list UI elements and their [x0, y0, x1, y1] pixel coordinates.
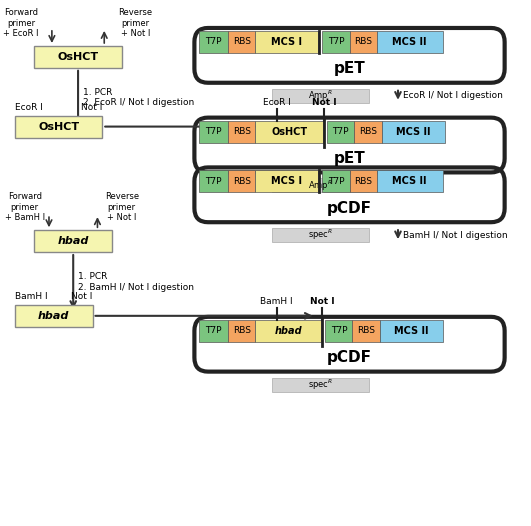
Text: T7P: T7P: [205, 127, 222, 136]
Bar: [15, 305, 92, 327]
Text: RBS: RBS: [233, 326, 251, 335]
Bar: [255, 170, 319, 193]
Bar: [255, 31, 319, 53]
Bar: [327, 120, 354, 143]
Text: T7P: T7P: [205, 326, 222, 335]
Text: Amp$^R$: Amp$^R$: [308, 178, 333, 193]
Bar: [255, 320, 321, 342]
Bar: [381, 120, 444, 143]
Text: RBS: RBS: [233, 177, 251, 186]
Text: MCS II: MCS II: [392, 176, 427, 186]
Bar: [228, 31, 255, 53]
Text: RBS: RBS: [354, 177, 372, 186]
Text: EcoR I/ Not I digestion: EcoR I/ Not I digestion: [403, 91, 503, 100]
Text: 1. PCR
2. BamH I/ Not I digestion: 1. PCR 2. BamH I/ Not I digestion: [78, 272, 194, 292]
Text: T7P: T7P: [205, 37, 222, 46]
Bar: [15, 116, 102, 137]
Bar: [255, 120, 323, 143]
Text: Amp$^R$: Amp$^R$: [308, 88, 333, 103]
Bar: [35, 230, 112, 252]
Text: T7P: T7P: [328, 177, 344, 186]
Text: hbad: hbad: [275, 326, 302, 336]
Bar: [228, 320, 255, 342]
Bar: [272, 178, 369, 193]
Text: EcoR I: EcoR I: [263, 98, 291, 107]
Text: T7P: T7P: [328, 37, 344, 46]
Text: OsHCT: OsHCT: [271, 127, 307, 137]
Text: BamH I: BamH I: [15, 292, 48, 301]
Text: T7P: T7P: [205, 177, 222, 186]
Text: EcoR I: EcoR I: [15, 103, 43, 112]
Text: Reverse
primer
+ Not I: Reverse primer + Not I: [105, 193, 139, 222]
Text: 1. PCR
2. EcoR I/ Not I digestion: 1. PCR 2. EcoR I/ Not I digestion: [83, 88, 194, 107]
Bar: [376, 170, 443, 193]
Text: pCDF: pCDF: [327, 350, 372, 365]
Text: pET: pET: [333, 62, 365, 76]
Bar: [272, 228, 369, 242]
Text: spec$^R$: spec$^R$: [308, 228, 333, 242]
Bar: [326, 320, 353, 342]
Bar: [380, 320, 443, 342]
Text: RBS: RBS: [357, 326, 375, 335]
Bar: [35, 46, 122, 68]
Text: MCS II: MCS II: [396, 127, 430, 137]
Text: T7P: T7P: [331, 326, 347, 335]
Text: MCS I: MCS I: [271, 176, 303, 186]
Bar: [349, 170, 376, 193]
Text: Reverse
primer
+ Not I: Reverse primer + Not I: [118, 8, 152, 38]
Bar: [228, 120, 255, 143]
Text: spec$^R$: spec$^R$: [308, 377, 333, 392]
Text: BamH I: BamH I: [261, 297, 293, 306]
Text: Forward
primer
+ EcoR I: Forward primer + EcoR I: [3, 8, 39, 38]
Text: MCS I: MCS I: [271, 37, 303, 47]
Text: hbad: hbad: [57, 236, 89, 246]
Text: Not I: Not I: [81, 103, 102, 112]
Text: RBS: RBS: [233, 127, 251, 136]
Bar: [322, 170, 349, 193]
Bar: [228, 170, 255, 193]
Bar: [353, 320, 380, 342]
Text: Not I: Not I: [312, 98, 337, 107]
Bar: [272, 378, 369, 391]
Bar: [199, 120, 228, 143]
Text: Forward
primer
+ BamH I: Forward primer + BamH I: [5, 193, 45, 222]
Text: pCDF: pCDF: [327, 201, 372, 216]
Bar: [354, 120, 381, 143]
Text: hbad: hbad: [38, 311, 70, 321]
Bar: [272, 89, 369, 103]
Text: MCS II: MCS II: [392, 37, 427, 47]
Text: T7P: T7P: [332, 127, 349, 136]
Bar: [199, 320, 228, 342]
Bar: [349, 31, 376, 53]
Text: pET: pET: [333, 151, 365, 166]
Text: Not I: Not I: [71, 292, 92, 301]
Text: RBS: RBS: [354, 37, 372, 46]
Text: RBS: RBS: [233, 37, 251, 46]
Text: RBS: RBS: [359, 127, 377, 136]
Text: MCS II: MCS II: [394, 326, 429, 336]
Bar: [322, 31, 349, 53]
Bar: [199, 31, 228, 53]
Text: BamH I/ Not I digestion: BamH I/ Not I digestion: [403, 231, 508, 240]
Text: Not I: Not I: [310, 297, 335, 306]
Text: OsHCT: OsHCT: [57, 52, 99, 62]
Bar: [376, 31, 443, 53]
Text: OsHCT: OsHCT: [38, 122, 79, 132]
Bar: [199, 170, 228, 193]
